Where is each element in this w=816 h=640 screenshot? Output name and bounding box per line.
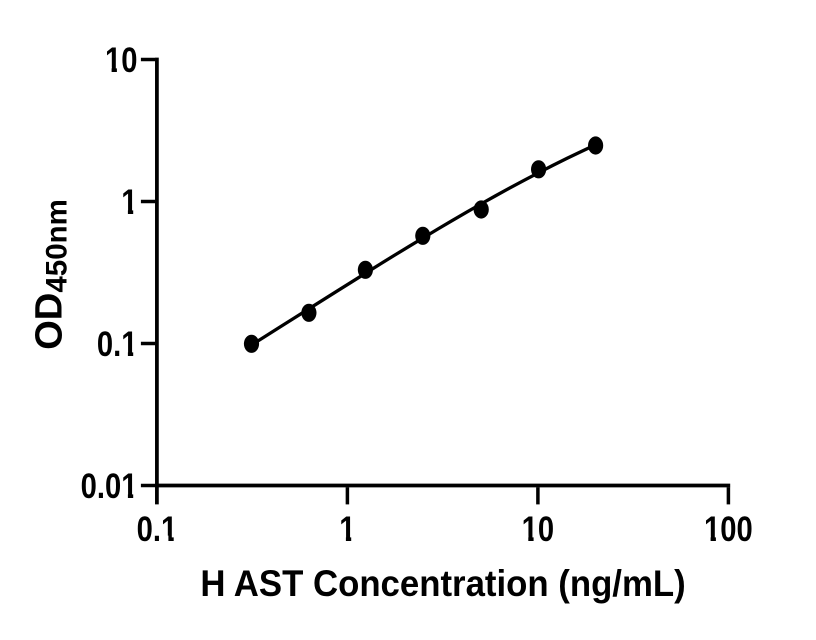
- svg-text:1: 1: [339, 509, 355, 548]
- svg-text:0.1: 0.1: [97, 324, 138, 363]
- svg-text:H AST Concentration (ng/mL): H AST Concentration (ng/mL): [200, 563, 685, 604]
- svg-text:10: 10: [105, 40, 137, 79]
- svg-text:100: 100: [704, 509, 753, 548]
- svg-text:0.1: 0.1: [137, 509, 178, 548]
- svg-text:10: 10: [522, 509, 554, 548]
- svg-text:OD450nm: OD450nm: [28, 199, 74, 350]
- svg-text:1: 1: [121, 182, 137, 221]
- svg-text:0.01: 0.01: [81, 466, 138, 505]
